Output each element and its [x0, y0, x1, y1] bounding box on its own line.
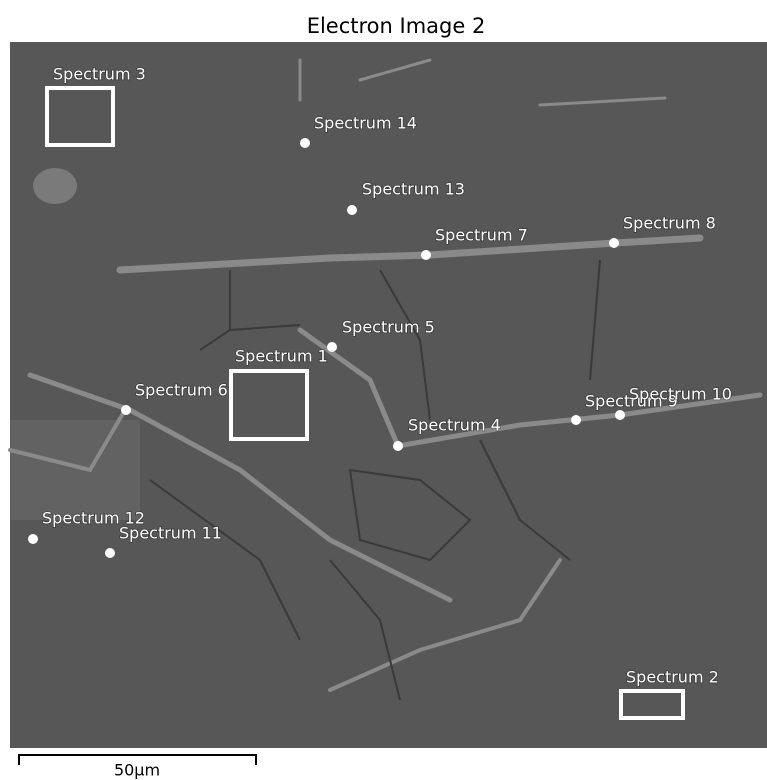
spectrum-label: Spectrum 6	[135, 381, 228, 400]
spectrum-label: Spectrum 5	[342, 318, 435, 337]
spectrum-label: Spectrum 8	[623, 214, 716, 233]
spectrum-label: Spectrum 13	[362, 180, 465, 199]
spectrum-label: Spectrum 10	[629, 385, 732, 404]
spectrum-point	[121, 405, 131, 415]
spectrum-point	[327, 342, 337, 352]
scale-bar-label: 50µm	[114, 761, 160, 780]
spectrum-point	[615, 410, 625, 420]
spectrum-point	[105, 548, 115, 558]
spectrum-label: Spectrum 3	[53, 65, 146, 84]
spectrum-point	[609, 238, 619, 248]
spectrum-label: Spectrum 14	[314, 114, 417, 133]
spectrum-point	[393, 441, 403, 451]
spectrum-label: Spectrum 4	[408, 416, 501, 435]
spectrum-label: Spectrum 2	[626, 668, 719, 687]
page: Electron Image 2 Spectrum 3 Spectrum 14 …	[0, 0, 767, 780]
spectrum-point	[347, 205, 357, 215]
spectrum-point	[421, 250, 431, 260]
scale-bar: 50µm	[19, 755, 256, 780]
spectrum-label: Spectrum 1	[235, 347, 328, 366]
image-title: Electron Image 2	[307, 14, 486, 38]
spectrum-label: Spectrum 7	[435, 226, 528, 245]
spectrum-point	[28, 534, 38, 544]
spectrum-point	[571, 415, 581, 425]
spectrum-label: Spectrum 11	[119, 524, 222, 543]
spectrum-point	[300, 138, 310, 148]
